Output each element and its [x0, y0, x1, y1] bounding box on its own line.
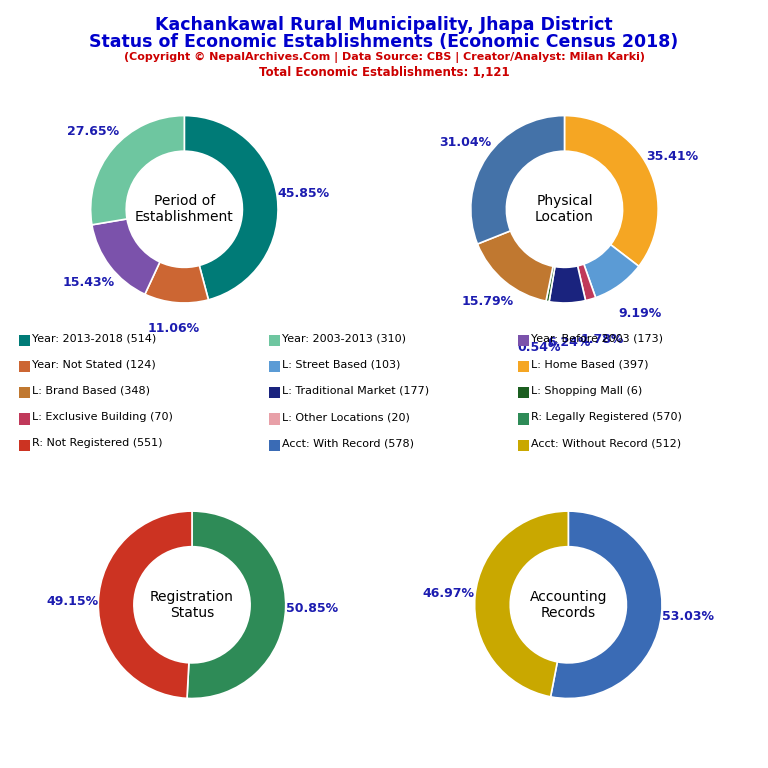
Text: 46.97%: 46.97% — [423, 587, 475, 600]
Text: 27.65%: 27.65% — [67, 125, 119, 138]
Text: 31.04%: 31.04% — [439, 135, 492, 148]
Text: L: Exclusive Building (70): L: Exclusive Building (70) — [32, 412, 173, 422]
Text: 45.85%: 45.85% — [277, 187, 329, 200]
Text: Acct: With Record (578): Acct: With Record (578) — [282, 438, 414, 449]
Text: 0.54%: 0.54% — [518, 341, 561, 354]
Text: L: Home Based (397): L: Home Based (397) — [531, 359, 649, 370]
Wedge shape — [551, 511, 662, 698]
Wedge shape — [546, 266, 555, 302]
Wedge shape — [92, 219, 160, 294]
Text: Physical
Location: Physical Location — [535, 194, 594, 224]
Wedge shape — [584, 245, 639, 298]
Text: 35.41%: 35.41% — [646, 150, 698, 163]
Text: Acct: Without Record (512): Acct: Without Record (512) — [531, 438, 681, 449]
Text: 53.03%: 53.03% — [662, 610, 713, 623]
Text: Accounting
Records: Accounting Records — [530, 590, 607, 620]
Text: (Copyright © NepalArchives.Com | Data Source: CBS | Creator/Analyst: Milan Karki: (Copyright © NepalArchives.Com | Data So… — [124, 51, 644, 62]
Text: Total Economic Establishments: 1,121: Total Economic Establishments: 1,121 — [259, 66, 509, 79]
Text: L: Other Locations (20): L: Other Locations (20) — [282, 412, 409, 422]
Text: R: Legally Registered (570): R: Legally Registered (570) — [531, 412, 682, 422]
Wedge shape — [145, 262, 208, 303]
Text: R: Not Registered (551): R: Not Registered (551) — [32, 438, 163, 449]
Text: Year: Before 2003 (173): Year: Before 2003 (173) — [531, 333, 664, 344]
Wedge shape — [184, 116, 278, 300]
Text: 15.79%: 15.79% — [462, 295, 514, 308]
Text: 9.19%: 9.19% — [619, 307, 662, 320]
Text: 1.78%: 1.78% — [581, 333, 624, 346]
Wedge shape — [564, 116, 658, 266]
Wedge shape — [98, 511, 192, 698]
Text: Period of
Establishment: Period of Establishment — [135, 194, 233, 224]
Wedge shape — [475, 511, 568, 697]
Text: L: Shopping Mall (6): L: Shopping Mall (6) — [531, 386, 643, 396]
Wedge shape — [478, 231, 553, 301]
Text: Registration
Status: Registration Status — [150, 590, 234, 620]
Wedge shape — [187, 511, 286, 698]
Text: Status of Economic Establishments (Economic Census 2018): Status of Economic Establishments (Econo… — [89, 33, 679, 51]
Text: Kachankawal Rural Municipality, Jhapa District: Kachankawal Rural Municipality, Jhapa Di… — [155, 16, 613, 34]
Text: 49.15%: 49.15% — [46, 595, 98, 608]
Text: 6.24%: 6.24% — [547, 336, 591, 349]
Text: 11.06%: 11.06% — [147, 323, 200, 336]
Wedge shape — [549, 266, 585, 303]
Text: 50.85%: 50.85% — [286, 601, 338, 614]
Text: Year: Not Stated (124): Year: Not Stated (124) — [32, 359, 156, 370]
Text: L: Street Based (103): L: Street Based (103) — [282, 359, 400, 370]
Text: 15.43%: 15.43% — [63, 276, 115, 289]
Text: L: Brand Based (348): L: Brand Based (348) — [32, 386, 150, 396]
Text: L: Traditional Market (177): L: Traditional Market (177) — [282, 386, 429, 396]
Text: Year: 2003-2013 (310): Year: 2003-2013 (310) — [282, 333, 406, 344]
Wedge shape — [471, 116, 564, 244]
Wedge shape — [91, 116, 184, 225]
Wedge shape — [578, 264, 596, 300]
Text: Year: 2013-2018 (514): Year: 2013-2018 (514) — [32, 333, 157, 344]
